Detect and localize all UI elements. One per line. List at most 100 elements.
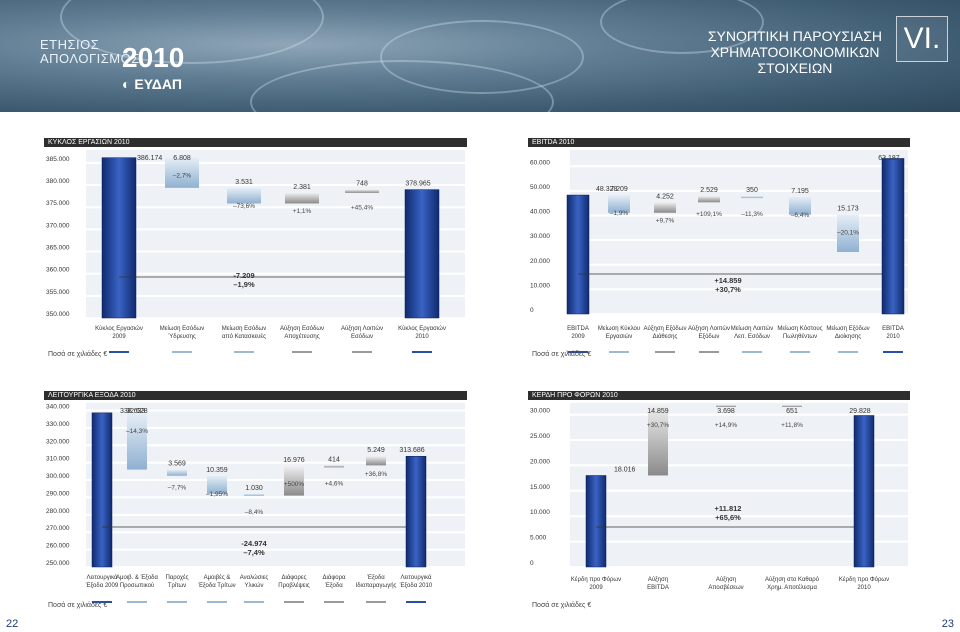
unit-note: Ποσά σε χιλιάδες € <box>48 601 107 609</box>
category-label: Αμοιβές & <box>204 574 231 581</box>
category-label: Αύξηση Εξόδων <box>644 325 687 332</box>
category-label: Έξοδα 2009 <box>85 583 119 589</box>
y-tick-label: 310.000 <box>46 456 70 463</box>
y-tick-label: 355.000 <box>46 289 70 296</box>
change-label: –8,4% <box>245 509 264 516</box>
chart-turnover-svg: 385.000 380.000 375.000 370.000 365.000 360.0… <box>44 150 465 358</box>
value-label: 3.531 <box>235 179 253 186</box>
legend-swatch <box>284 601 304 603</box>
value-label: 6.808 <box>173 155 191 162</box>
bar-increase <box>648 405 668 476</box>
value-label: 29.828 <box>849 408 871 415</box>
report-line1: ΕΤΗΣΙΟΣ <box>40 37 100 52</box>
category-label: Ιδιοπαραγωγής <box>356 582 397 589</box>
net-change-value: +11.812 <box>715 504 742 513</box>
bar-increase <box>654 202 676 213</box>
category-label: Έξοδα <box>324 583 343 589</box>
y-tick-label: 50.000 <box>530 184 550 191</box>
bar-total <box>853 415 875 568</box>
bar-increase <box>698 196 720 203</box>
legend-swatch <box>244 601 264 603</box>
value-label: 3.569 <box>168 461 186 468</box>
chart-ebt-svg: 30.000 25.000 20.000 15.000 10.000 5.000 0 18.0… <box>528 403 908 609</box>
value-label: 386.174 <box>137 155 162 162</box>
value-label: 313.686 <box>399 447 424 454</box>
legend-swatch <box>883 351 903 353</box>
section-title-line3: ΣΤΟΙΧΕΙΩΝ <box>757 60 833 76</box>
bar-increase <box>345 189 379 193</box>
change-label: –2,7% <box>173 173 192 180</box>
category-label: EBITDA <box>647 585 669 591</box>
change-label: –11,3% <box>741 211 763 218</box>
y-tick-label: 290.000 <box>46 490 70 497</box>
value-label: 5.249 <box>367 447 385 454</box>
net-change-value: +14.859 <box>714 276 741 285</box>
category-label: Αύξηση στο Καθαρό <box>765 576 820 583</box>
plot-background <box>570 403 908 567</box>
category-label: Αναλώσιες <box>240 575 269 581</box>
category-label: 2010 <box>857 585 871 591</box>
bar-total <box>91 412 113 568</box>
bar-total <box>101 157 137 319</box>
category-label: Έξοδα Τρίτων <box>197 583 235 589</box>
change-label: –1,9% <box>610 210 629 217</box>
bar-total <box>881 158 905 315</box>
category-label: Λειτ. Εσόδων <box>734 333 770 340</box>
legend-swatch <box>790 351 810 353</box>
category-label: Αύξηση <box>716 577 736 583</box>
chart-turnover: ΚΥΚΛΟΣ ΕΡΓΑΣΙΩΝ 2010 385.000 380.000 375.0… <box>44 138 467 364</box>
plot-background <box>86 403 465 567</box>
category-label: Αύξηση <box>648 577 668 583</box>
bar-increase <box>285 192 319 204</box>
change-label: –1,95% <box>206 491 228 498</box>
drop-icon: ◐ <box>122 76 135 92</box>
category-label: Εξόδων <box>699 333 720 340</box>
y-tick-label: 365.000 <box>46 245 70 252</box>
y-tick-label: 20.000 <box>530 458 550 465</box>
category-label: Μείωση Εσόδων <box>222 325 266 332</box>
value-label: 748 <box>356 181 368 188</box>
value-label: 651 <box>786 408 798 415</box>
y-tick-label: 0 <box>530 307 534 314</box>
legend-swatch <box>699 351 719 353</box>
category-label: Εργασιών <box>606 334 633 340</box>
value-label: 48.328 <box>596 186 618 193</box>
change-label: +109,1% <box>696 211 722 218</box>
change-label: +9,7% <box>656 217 675 224</box>
category-label: Κύκλος Εργασιών <box>95 326 143 332</box>
legend-swatch <box>234 351 254 353</box>
bar-decrease <box>167 469 187 476</box>
chart-ebt: ΚΕΡΔΗ ΠΡΟ ΦΟΡΩΝ 2010 30.000 25.000 20.000 1… <box>528 391 910 617</box>
change-label: +4,6% <box>325 480 344 487</box>
unit-note: Ποσά σε χιλιάδες € <box>48 350 107 358</box>
category-label: Πωληθέντων <box>783 333 817 340</box>
net-change-percent: –1,9% <box>233 280 255 289</box>
legend-swatch <box>127 601 147 603</box>
change-label: +30,7% <box>647 422 669 429</box>
change-label: –73,6% <box>233 203 255 210</box>
bar-decrease <box>741 196 763 199</box>
change-label: –14,3% <box>126 428 148 435</box>
legend-swatch <box>838 351 858 353</box>
legend-swatch <box>568 351 588 353</box>
value-label: 1.030 <box>245 485 263 492</box>
bar-total <box>585 475 607 568</box>
value-label: 378.965 <box>405 181 430 188</box>
legend-swatch <box>292 351 312 353</box>
brand-name: ΕΥΔΑΠ <box>134 76 183 92</box>
value-label: 2.381 <box>293 184 311 191</box>
value-label: 32.628 <box>126 408 148 415</box>
y-tick-label: 30.000 <box>530 408 550 415</box>
category-label: 2009 <box>589 585 603 591</box>
bar-total <box>566 194 590 315</box>
change-label: +500% <box>284 481 305 488</box>
bar-total <box>404 189 440 319</box>
category-label: EBITDA <box>567 326 589 332</box>
category-label: Εσόδων <box>351 333 373 340</box>
net-change-percent: –7,4% <box>243 548 265 557</box>
category-label: Μείωση Κόστους <box>777 325 822 332</box>
y-tick-label: 320.000 <box>46 438 70 445</box>
brand-logo: ◐ ΕΥΔΑΠ <box>122 76 182 92</box>
y-tick-label: 385.000 <box>46 156 70 163</box>
value-label: 14.859 <box>647 408 669 415</box>
